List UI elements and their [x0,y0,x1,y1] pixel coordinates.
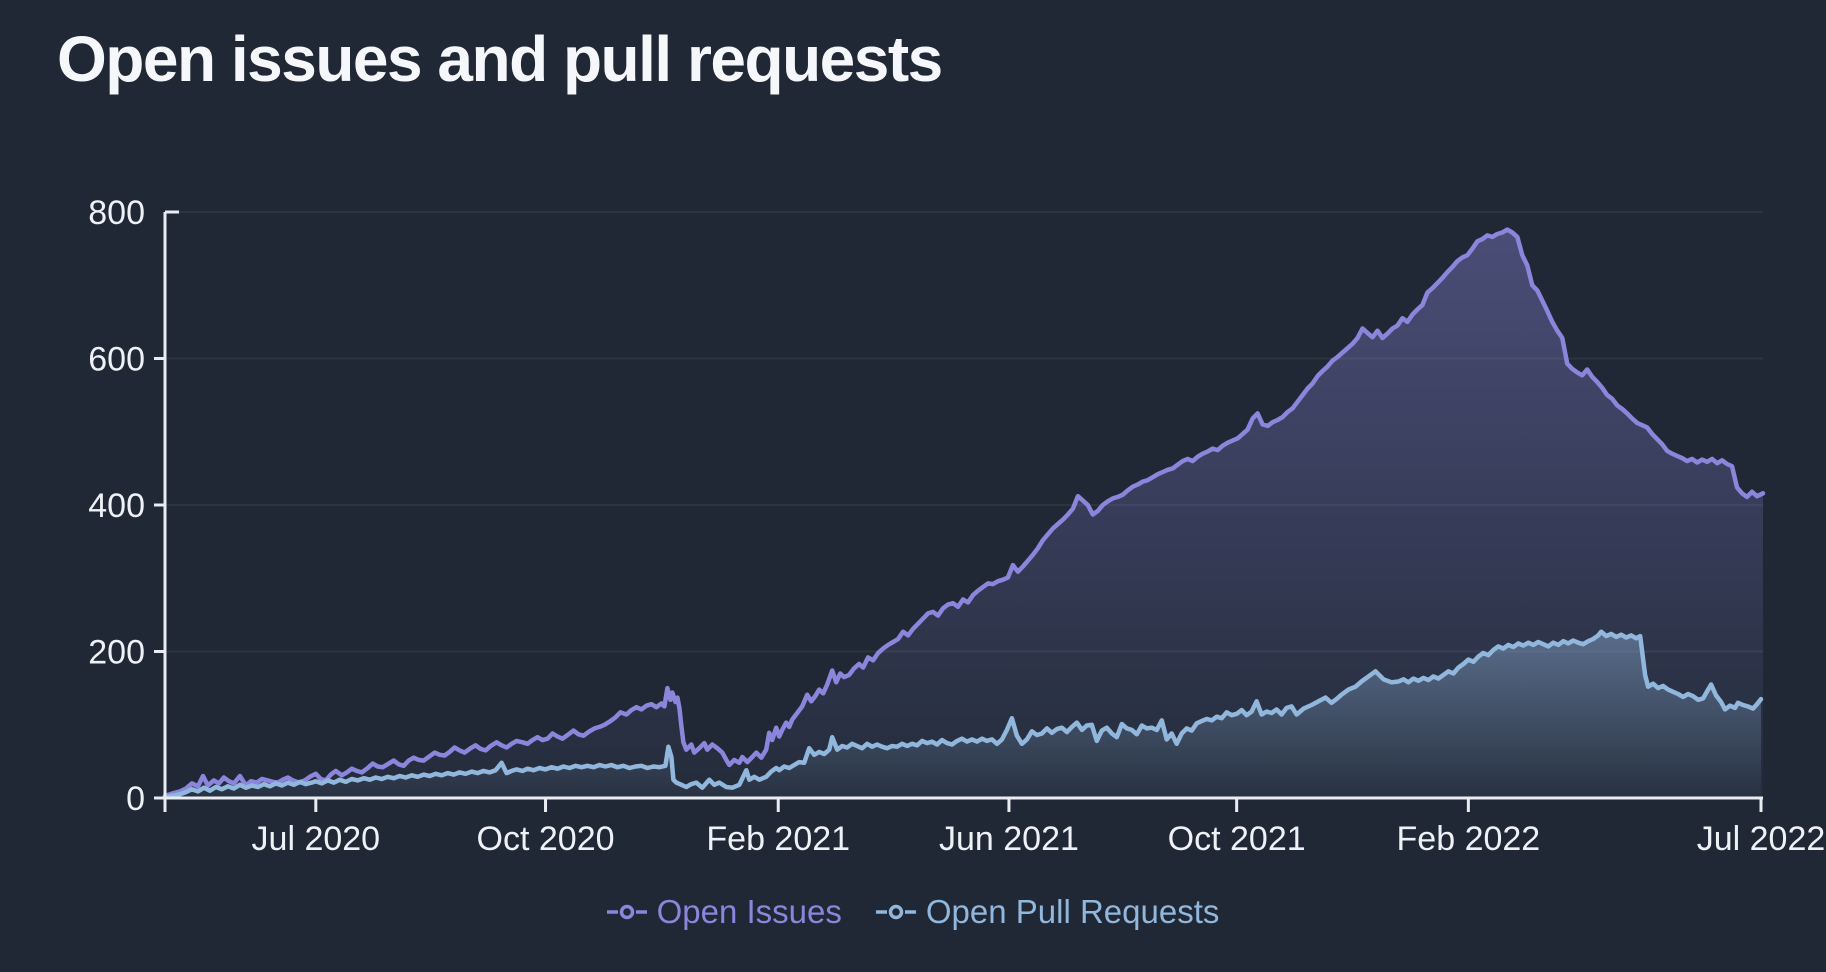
y-tick-label-600: 600 [88,341,145,379]
legend-item-open-issues: Open Issues [606,893,842,931]
y-tick-label-400: 400 [88,487,145,525]
y-tick-label-200: 200 [88,634,145,672]
legend-item-open-pull-requests: Open Pull Requests [875,893,1220,931]
line-open-issues [162,227,1766,799]
area-open-issues [165,229,1763,799]
x-tick-label: Feb 2021 [706,820,850,858]
area-open-pull-requests [165,631,1761,798]
x-tick-label: Jun 2021 [939,820,1079,858]
chart-title: Open issues and pull requests [57,23,943,95]
x-tick-label: Feb 2022 [1397,820,1541,858]
chart-legend: Open Issues Open Pull Requests [0,893,1826,931]
legend-label: Open Pull Requests [925,893,1220,930]
legend-marker-icon [875,904,916,920]
legend-label: Open Issues [656,893,842,930]
y-tick-label-800: 800 [88,194,145,232]
x-tick-label: Oct 2020 [477,820,615,858]
x-tick-label: Oct 2021 [1168,820,1306,858]
x-tick-label: Jul 2022 [1697,820,1826,858]
y-tick-label-0: 0 [126,780,145,818]
x-tick-label: Jul 2020 [252,820,381,858]
legend-marker-icon [606,904,647,920]
line-open-pull-requests [162,629,1764,800]
